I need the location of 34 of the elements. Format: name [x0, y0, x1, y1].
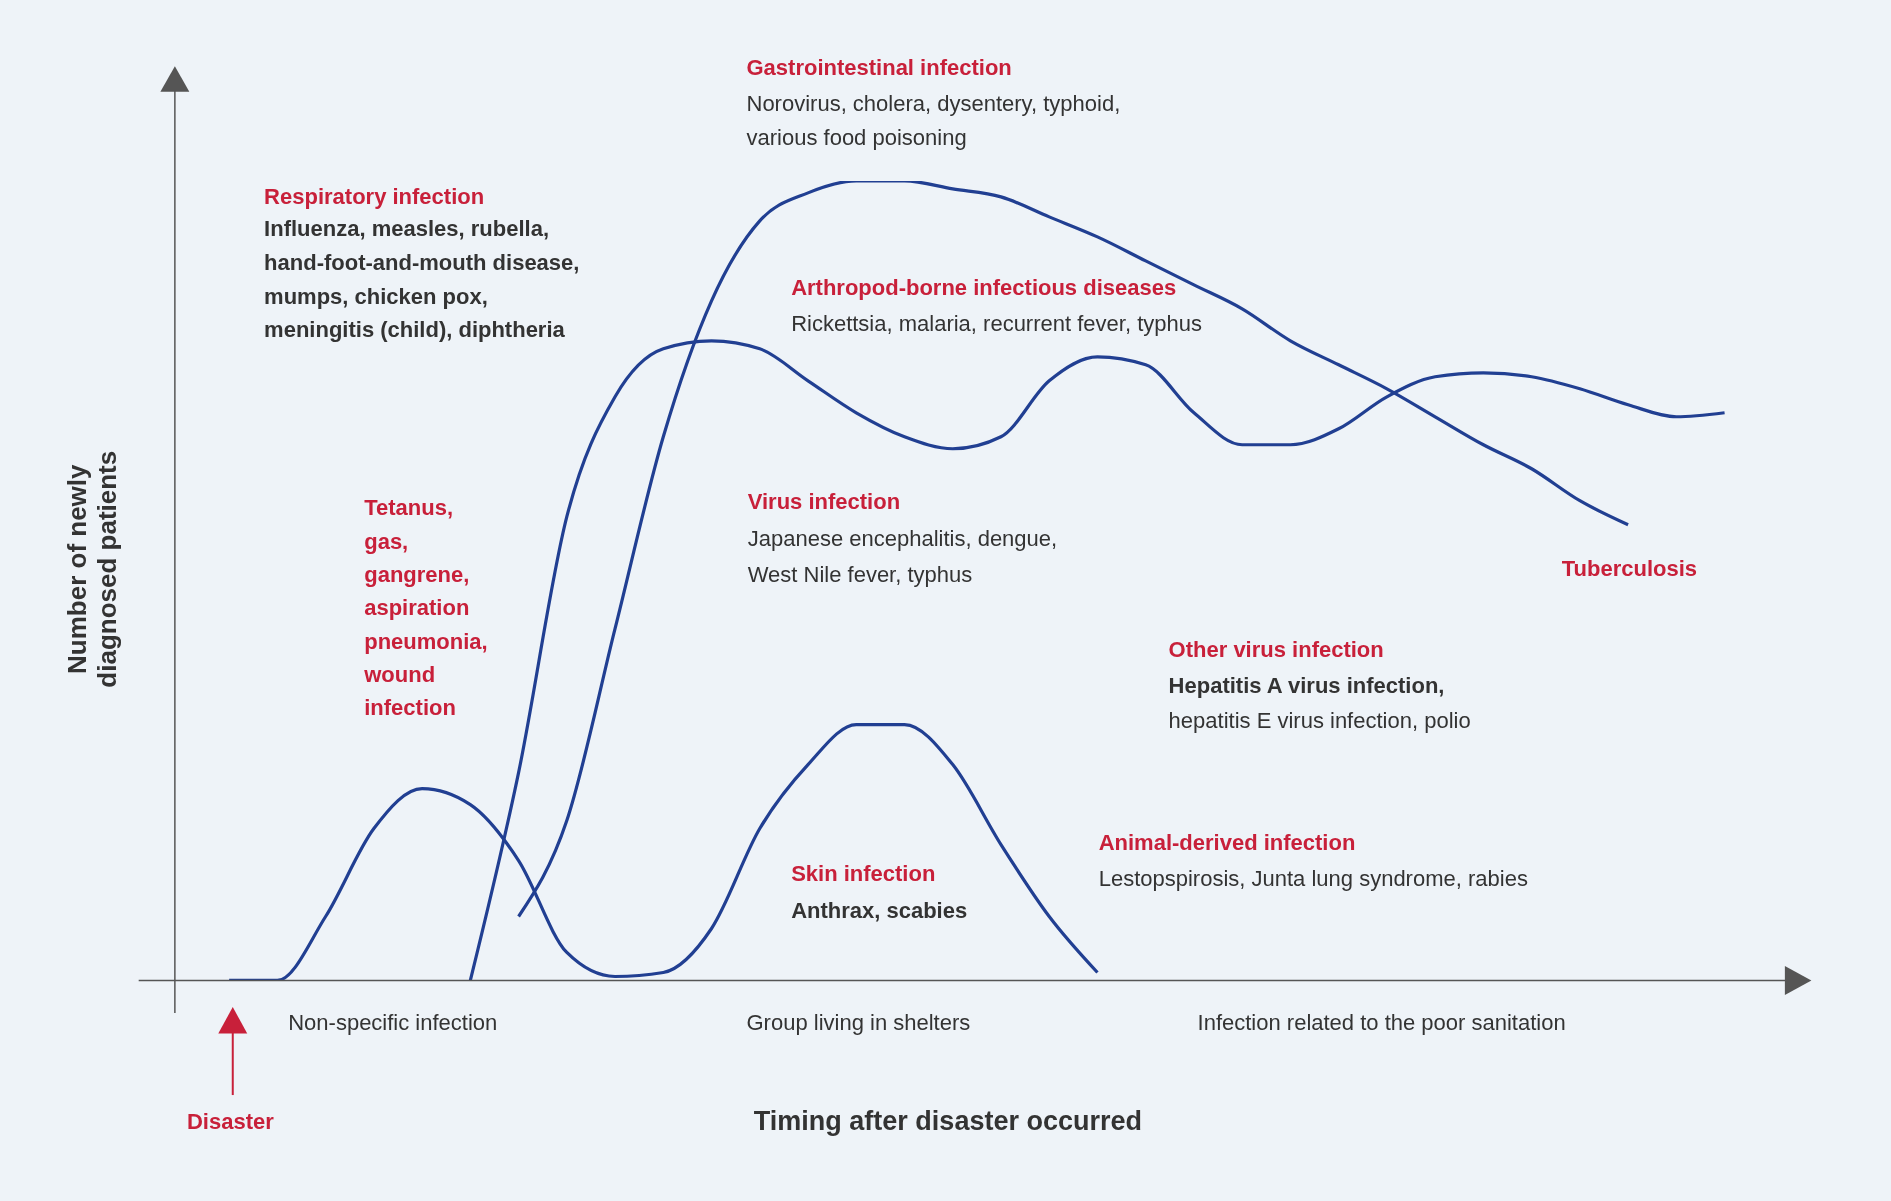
- annotation: aspiration: [364, 594, 470, 620]
- annotation: pneumonia,: [364, 628, 488, 654]
- annotation: Anthrax, scabies: [791, 897, 968, 923]
- annotation: Animal-derived infection: [1098, 830, 1356, 856]
- text: Non-specific infection: [288, 1009, 498, 1035]
- annotation: Hepatitis A virus infection,: [1168, 673, 1445, 699]
- annotation: Respiratory infection: [264, 183, 485, 209]
- annotation: mumps, chicken pox,: [264, 283, 488, 309]
- text: various food poisoning: [746, 124, 967, 150]
- y-axis-title: Number of newly diagnosed patients: [61, 450, 122, 688]
- annotation: Japanese encephalitis, dengue,: [747, 526, 1058, 552]
- text: Gastrointestinal infection: [746, 54, 1012, 80]
- annotation: meningitis (child), diphtheria: [264, 317, 566, 343]
- annotation: Virus infection: [747, 488, 901, 514]
- text: Infection related to the poor sanitation: [1197, 1009, 1566, 1035]
- annotation: Other virus infection: [1168, 637, 1384, 663]
- text: Norovirus, cholera, dysentery, typhoid,: [746, 90, 1121, 116]
- annotation: Lestopspirosis, Junta lung syndrome, rabies: [1098, 866, 1528, 892]
- text: Disaster: [186, 1108, 275, 1134]
- annotation: hand-foot-and-mouth disease,: [264, 249, 580, 275]
- text: Group living in shelters: [746, 1009, 971, 1035]
- annotation: Tetanus,: [364, 494, 454, 520]
- annotation: Tuberculosis: [1561, 556, 1698, 582]
- annotation: Influenza, measles, rubella,: [264, 216, 549, 242]
- annotation: Rickettsia, malaria, recurrent fever, typhus: [791, 311, 1202, 337]
- annotation: hepatitis E virus infection, polio: [1168, 708, 1471, 734]
- annotation: gangrene,: [364, 562, 470, 588]
- annotation: wound: [363, 662, 436, 688]
- annotation: Skin infection: [791, 861, 936, 887]
- x-axis-title: Timing after disaster occurred: [753, 1105, 1142, 1136]
- annotation: gas,: [364, 528, 409, 554]
- annotation: infection: [364, 694, 456, 720]
- annotation: West Nile fever, typhus: [747, 562, 973, 588]
- annotation: Arthropod-borne infectious diseases: [791, 275, 1177, 301]
